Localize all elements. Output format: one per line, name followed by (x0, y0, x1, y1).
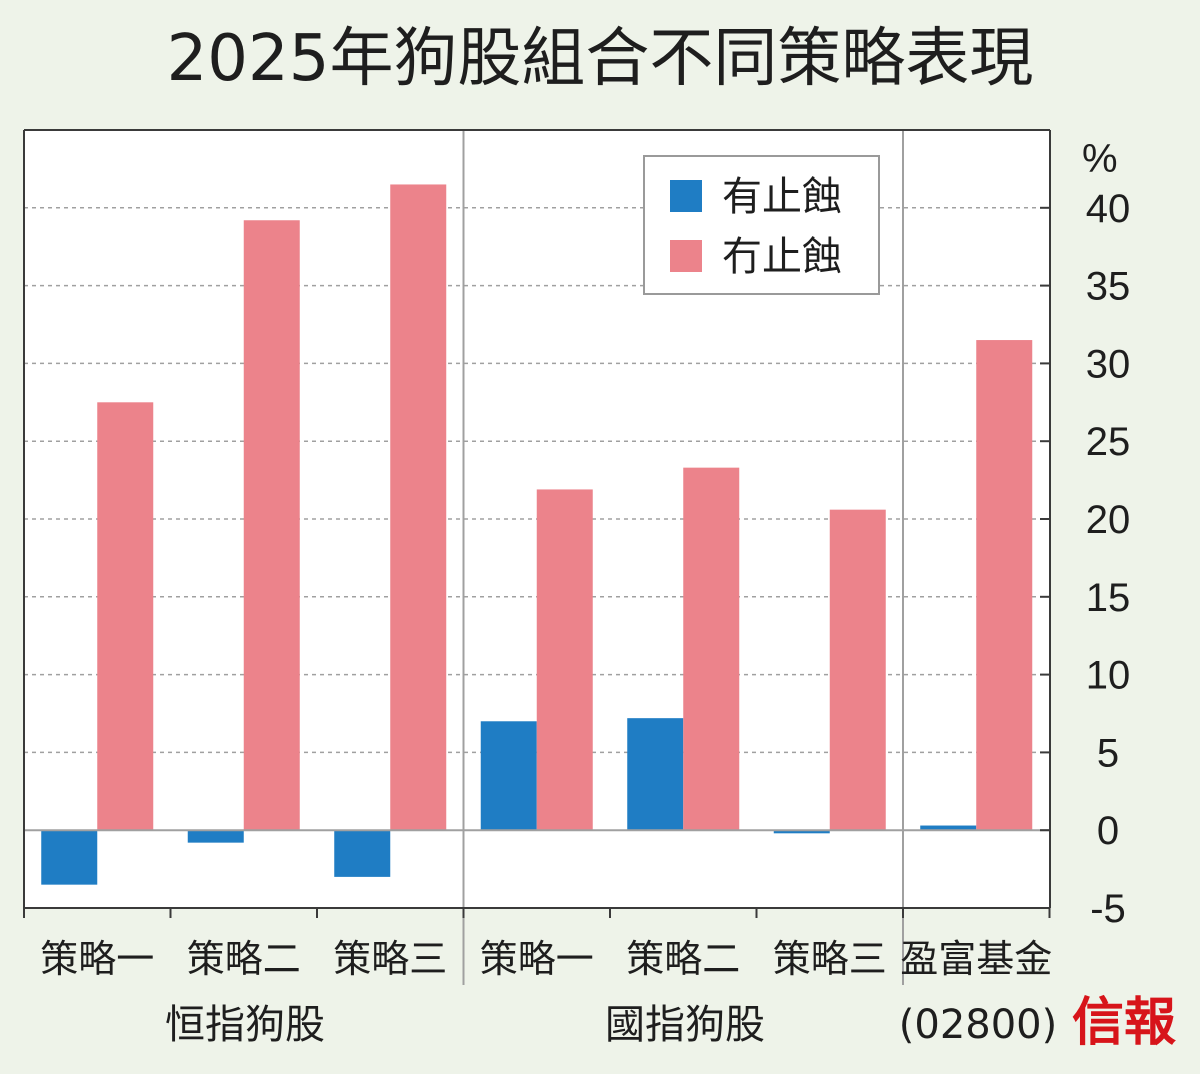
bar-stop-loss-5 (627, 718, 684, 831)
chart-title: 2025年狗股組合不同策略表現 (167, 22, 1034, 96)
bar-no-stop-loss-3 (390, 184, 447, 831)
legend-label-no-stop-loss: 冇止蝕 (722, 234, 842, 280)
bar-stop-loss-4 (480, 721, 537, 831)
y-tick-label: 20 (1086, 498, 1131, 542)
bars (41, 184, 1033, 885)
group-label-hscei-dogs: 國指狗股 (605, 1002, 765, 1048)
category-label: 盈富基金 (900, 937, 1052, 981)
y-tick-labels: -5 0 5 10 15 20 25 30 35 40 (1086, 187, 1131, 931)
y-tick-label: 40 (1086, 187, 1131, 231)
bar-no-stop-loss-5 (683, 467, 740, 831)
bar-no-stop-loss-2 (243, 220, 300, 831)
category-label: 策略一 (480, 937, 594, 981)
y-axis-unit-label: % (1082, 137, 1118, 181)
category-label: 策略三 (773, 937, 887, 981)
y-tick-label: 5 (1097, 731, 1119, 775)
group-label-hsi-dogs: 恒指狗股 (165, 1002, 325, 1048)
category-label: 策略三 (333, 937, 447, 981)
bar-stop-loss-7 (920, 825, 977, 831)
y-tick-label: 25 (1086, 420, 1131, 464)
category-labels: 策略一 策略二 策略三 策略一 策略二 策略三 盈富基金 (40, 937, 1052, 981)
bar-stop-loss-6 (773, 830, 830, 834)
bar-no-stop-loss-7 (976, 340, 1033, 831)
legend-label-stop-loss: 有止蝕 (722, 174, 842, 220)
legend-swatch-no-stop-loss (670, 240, 702, 272)
y-tick-label: 30 (1086, 342, 1131, 386)
category-label: 策略一 (40, 937, 154, 981)
bar-no-stop-loss-6 (829, 509, 886, 831)
category-label: 策略二 (626, 937, 740, 981)
y-tick-label: 10 (1086, 654, 1131, 698)
bar-stop-loss-2 (187, 830, 244, 843)
bar-no-stop-loss-1 (97, 402, 154, 831)
bar-no-stop-loss-4 (536, 489, 593, 831)
legend: 有止蝕 冇止蝕 (643, 155, 880, 295)
bar-stop-loss-1 (41, 830, 98, 885)
axes (23, 129, 1051, 985)
y-tick-label: 15 (1086, 576, 1131, 620)
brand-logo: 信報 (1072, 992, 1176, 1053)
category-label: 策略二 (187, 937, 301, 981)
y-tick-label: -5 (1090, 887, 1126, 931)
y-tick-label: 0 (1097, 809, 1119, 853)
y-tick-label: 35 (1086, 265, 1131, 309)
bar-stop-loss-3 (334, 830, 391, 877)
legend-swatch-stop-loss (670, 180, 702, 212)
footnote-tracker-fund-code: (02800) (899, 1002, 1057, 1048)
